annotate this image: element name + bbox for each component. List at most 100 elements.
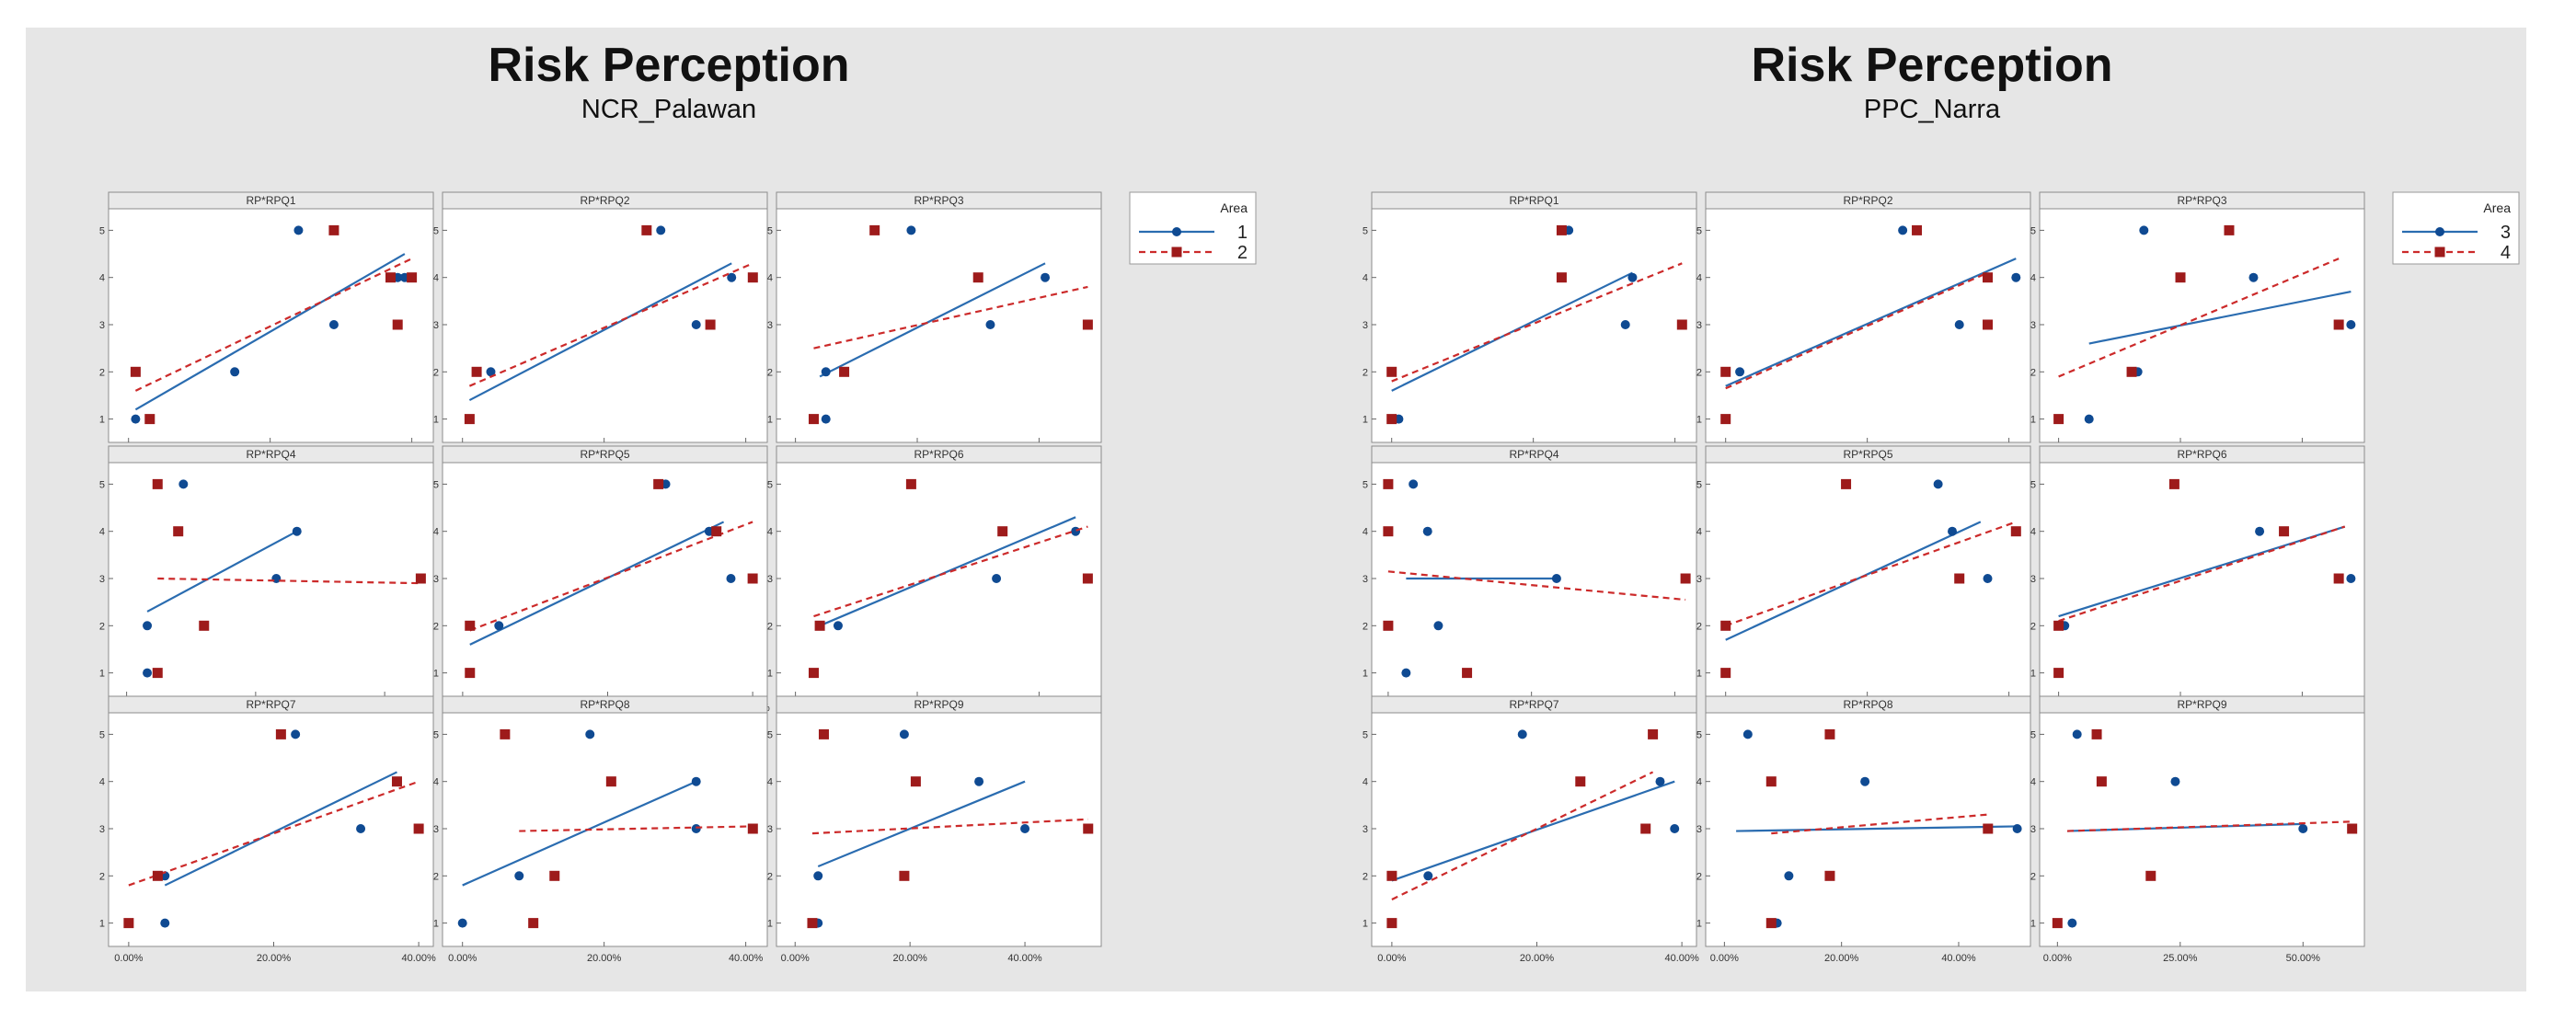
fit-line-series-b xyxy=(519,825,753,832)
x-tick-label: 0.00% xyxy=(448,953,477,964)
facet-strip xyxy=(108,445,434,464)
data-point-square xyxy=(2279,526,2290,537)
y-tick-label: 1 xyxy=(1696,669,1702,680)
data-point-circle xyxy=(2255,526,2265,536)
fit-line-series-b xyxy=(811,818,1088,835)
facet-panel: RP*RPQ9 1 2 3 4 5 0.00% 20.00% 40.00% xyxy=(767,695,1102,964)
data-point-circle xyxy=(1409,479,1419,489)
data-point-circle xyxy=(726,574,736,583)
y-tick-label: 3 xyxy=(767,824,773,835)
chart-subtitle: NCR_Palawan xyxy=(581,95,756,124)
facet-label: RP*RPQ9 xyxy=(914,698,963,711)
data-point-circle xyxy=(494,621,504,631)
data-point-circle xyxy=(1551,574,1561,583)
data-point-square xyxy=(1841,478,1852,489)
data-point-square xyxy=(705,319,716,330)
data-point-square xyxy=(173,526,184,537)
data-point-circle xyxy=(656,225,666,235)
data-point-square xyxy=(641,224,652,235)
facet-label: RP*RPQ6 xyxy=(2177,448,2226,461)
data-point-circle xyxy=(271,574,282,583)
facet-panel: RP*RPQ1123450.00%20.00%40.00% xyxy=(1363,191,1697,460)
facet-strip xyxy=(108,695,434,714)
data-point-circle xyxy=(2298,824,2308,833)
y-tick-label: 4 xyxy=(1696,273,1702,284)
facet-label: RP*RPQ7 xyxy=(1509,698,1558,711)
y-tick-label: 4 xyxy=(433,777,439,788)
y-tick-label: 3 xyxy=(1363,824,1368,835)
data-point-square xyxy=(2333,573,2344,584)
facet-label: RP*RPQ5 xyxy=(580,448,629,461)
data-point-circle xyxy=(2346,320,2356,329)
facet-strip xyxy=(1705,695,2031,714)
facet-label: RP*RPQ8 xyxy=(1843,698,1892,711)
y-tick-label: 3 xyxy=(99,320,105,331)
data-point-circle xyxy=(1742,729,1753,739)
legend-label: 1 xyxy=(1237,223,1248,243)
y-tick-label: 5 xyxy=(767,729,773,740)
data-point-circle xyxy=(292,526,302,536)
y-tick-label: 3 xyxy=(433,574,439,585)
y-tick-label: 1 xyxy=(1696,415,1702,426)
data-point-square xyxy=(392,319,403,330)
legend: Area 34 xyxy=(2392,191,2520,265)
data-point-square xyxy=(2126,366,2137,377)
data-point-square xyxy=(839,366,850,377)
data-point-circle xyxy=(1620,320,1630,329)
data-point-square xyxy=(385,272,397,283)
data-point-square xyxy=(2347,823,2358,834)
fit-line-series-a xyxy=(1736,825,2018,832)
x-tick-label: 20.00% xyxy=(587,953,622,964)
data-point-circle xyxy=(1860,776,1870,786)
y-tick-label: 5 xyxy=(1363,479,1368,490)
y-tick-label: 4 xyxy=(433,527,439,538)
x-tick-label: 50.00% xyxy=(2286,953,2321,964)
facet-strip xyxy=(108,191,434,210)
y-tick-label: 3 xyxy=(767,320,773,331)
data-point-circle xyxy=(974,776,984,786)
data-point-circle xyxy=(585,729,595,739)
y-tick-label: 5 xyxy=(433,479,439,490)
panel-frame xyxy=(442,191,768,443)
y-tick-label: 3 xyxy=(767,574,773,585)
y-tick-label: 4 xyxy=(767,777,773,788)
y-tick-label: 4 xyxy=(433,273,439,284)
y-tick-label: 1 xyxy=(2030,919,2036,930)
data-point-square xyxy=(747,573,758,584)
y-tick-label: 5 xyxy=(433,729,439,740)
facet-strip xyxy=(776,191,1102,210)
data-point-square xyxy=(549,870,560,881)
y-tick-label: 4 xyxy=(2030,777,2036,788)
y-tick-label: 4 xyxy=(1363,527,1368,538)
x-tick-label: 20.00% xyxy=(1824,953,1859,964)
facet-strip xyxy=(2039,191,2365,210)
panel-frame xyxy=(776,445,1102,697)
data-point-circle xyxy=(691,776,701,786)
data-point-square xyxy=(415,573,426,584)
fit-line-series-a xyxy=(134,253,406,411)
data-point-square xyxy=(1386,414,1397,425)
data-point-square xyxy=(808,668,819,679)
fit-line-series-a xyxy=(2058,525,2346,618)
fit-line-series-b xyxy=(468,262,753,387)
chart-1: Risk PerceptionNCR_PalawanRP*RPQ1123450.… xyxy=(99,39,1257,964)
data-point-square xyxy=(807,918,818,929)
data-point-square xyxy=(1824,870,1835,881)
panel-frame xyxy=(1371,445,1697,697)
y-tick-label: 3 xyxy=(2030,824,2036,835)
data-point-square xyxy=(1386,870,1397,881)
x-tick-label: 0.00% xyxy=(1710,953,1739,964)
data-point-circle xyxy=(143,668,153,678)
facet-strip xyxy=(2039,445,2365,464)
data-point-circle xyxy=(2012,824,2022,833)
data-point-square xyxy=(500,728,511,739)
data-point-square xyxy=(1383,620,1394,631)
data-point-circle xyxy=(356,824,366,833)
data-point-circle xyxy=(2346,574,2356,583)
fit-line-series-b xyxy=(1391,771,1654,900)
y-tick-label: 3 xyxy=(99,574,105,585)
data-point-square xyxy=(1912,224,1923,235)
x-tick-label: 0.00% xyxy=(2043,953,2072,964)
data-point-circle xyxy=(1735,367,1745,377)
